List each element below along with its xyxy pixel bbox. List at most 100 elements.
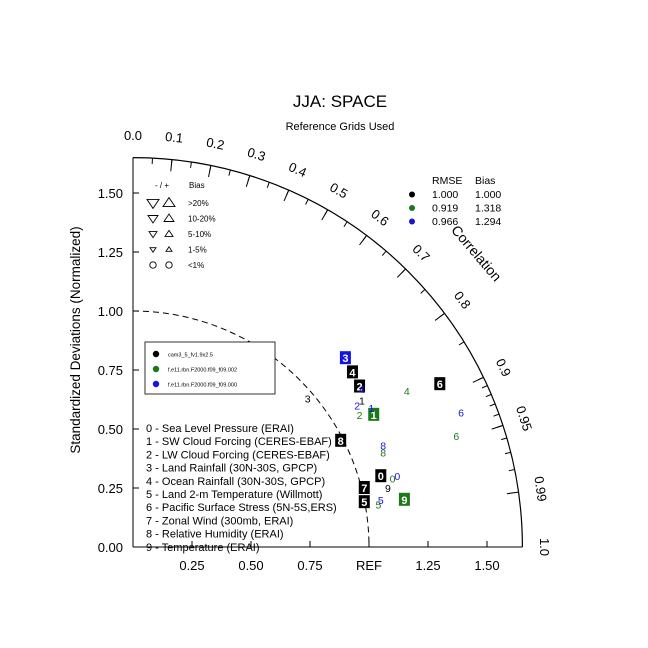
stats-row-dot bbox=[409, 205, 415, 211]
data-point-label: 1 bbox=[359, 396, 365, 408]
data-point-label: 5 bbox=[378, 495, 384, 507]
x-tick-label: 0.50 bbox=[238, 558, 263, 573]
data-point-label: 4 bbox=[404, 386, 410, 398]
bias-legend-header: - / + bbox=[155, 181, 169, 190]
chart-subtitle: Reference Grids Used bbox=[286, 121, 395, 133]
case-legend-label: cam3_5_fv1.9x2.5 bbox=[168, 353, 213, 359]
variable-legend-item: 3 - Land Rainfall (30N-30S, GPCP) bbox=[146, 463, 317, 475]
case-legend-dot bbox=[152, 380, 160, 388]
correlation-minor-tick bbox=[501, 437, 507, 441]
data-point-label: 8 bbox=[338, 436, 344, 448]
correlation-tick-label: 0.3 bbox=[246, 144, 268, 164]
correlation-tick-label: 1.0 bbox=[537, 538, 552, 556]
data-point-label: 8 bbox=[380, 448, 386, 460]
y-tick-label: 0.50 bbox=[98, 422, 123, 437]
y-axis-label: Standardized Deviations (Normalized) bbox=[68, 226, 83, 453]
data-point-label: 6 bbox=[437, 379, 443, 391]
data-point-label: 5 bbox=[376, 500, 382, 512]
point-box bbox=[358, 495, 370, 509]
correlation-tick bbox=[208, 165, 212, 178]
bias-legend-row-label: <1% bbox=[188, 261, 204, 270]
stats-row-rmse: 0.919 bbox=[432, 203, 458, 215]
correlation-minor-tick bbox=[504, 451, 511, 455]
correlation-tick-label: 0.7 bbox=[409, 241, 432, 264]
x-tick-label: 0.25 bbox=[179, 558, 204, 573]
data-point-label: 5 bbox=[361, 497, 367, 509]
correlation-minor-tick bbox=[305, 199, 309, 205]
variable-legend-item: 9 - Temperature (ERAI) bbox=[146, 542, 260, 554]
data-point-label: 1 bbox=[371, 410, 377, 422]
point-box bbox=[354, 379, 366, 393]
stats-header-rmse: RMSE bbox=[432, 175, 462, 187]
correlation-tick-label: 0.95 bbox=[513, 404, 535, 433]
data-point-label: 0 bbox=[390, 474, 396, 486]
data-point-label: 1 bbox=[368, 403, 374, 415]
stats-row-bias: 1.294 bbox=[475, 216, 501, 228]
y-tick-label: 0.25 bbox=[98, 481, 123, 496]
correlation-tick bbox=[359, 235, 368, 246]
bias-legend-row-label: 10-20% bbox=[188, 215, 216, 224]
case-legend-dot bbox=[152, 350, 160, 358]
correlation-tick-label: 0.9 bbox=[493, 356, 514, 379]
correlation-tick bbox=[245, 175, 251, 187]
x-tick-label: 0.75 bbox=[297, 558, 322, 573]
data-point-label: 0 bbox=[394, 471, 400, 483]
outer-arc bbox=[132, 157, 523, 548]
data-point-label: 7 bbox=[361, 483, 367, 495]
bias-legend-up-triangle bbox=[163, 213, 175, 222]
bias-legend-row-label: >20% bbox=[188, 199, 209, 208]
correlation-axis-title: Correlation bbox=[448, 222, 505, 284]
point-box bbox=[398, 492, 410, 506]
correlation-minor-tick bbox=[493, 413, 500, 417]
variable-legend-item: 6 - Pacific Surface Stress (5N-5S,ERS) bbox=[146, 502, 337, 514]
y-tick-label: 1.25 bbox=[98, 245, 123, 260]
correlation-minor-tick bbox=[489, 403, 496, 407]
bias-legend-header: Bias bbox=[189, 181, 205, 190]
variable-legend-item: 1 - SW Cloud Forcing (CERES-EBAF) bbox=[146, 436, 332, 448]
data-point-label: 9 bbox=[401, 495, 407, 507]
bias-legend-down-triangle bbox=[149, 247, 157, 254]
x-tick-label: 1.50 bbox=[474, 558, 499, 573]
data-point-label: 8 bbox=[380, 441, 386, 453]
correlation-tick-label: 0.6 bbox=[368, 206, 391, 229]
y-tick-label: 0.75 bbox=[98, 363, 123, 378]
data-point-label: 3 bbox=[305, 393, 311, 405]
point-box bbox=[358, 481, 370, 494]
variable-legend-item: 5 - Land 2-m Temperature (Willmott) bbox=[146, 489, 322, 501]
variable-legend-item: 8 - Relative Humidity (ERAI) bbox=[146, 529, 284, 541]
point-box bbox=[375, 469, 387, 483]
bias-legend-circle bbox=[165, 261, 173, 269]
bias-legend-row-label: 1-5% bbox=[188, 246, 207, 255]
correlation-minor-tick bbox=[481, 385, 488, 389]
variable-legend-item: 0 - Sea Level Pressure (ERAI) bbox=[146, 423, 294, 435]
data-point-label: 4 bbox=[349, 367, 356, 379]
correlation-tick bbox=[506, 491, 519, 495]
reference-arc bbox=[132, 310, 370, 548]
stats-row-rmse: 0.966 bbox=[432, 216, 458, 228]
correlation-minor-tick bbox=[508, 469, 515, 472]
variable-legend-item: 2 - LW Cloud Forcing (CERES-EBAF) bbox=[146, 449, 330, 461]
bias-legend-up-triangle bbox=[162, 196, 176, 208]
y-tick-label: 1.50 bbox=[98, 186, 123, 201]
correlation-tick-label: 0.2 bbox=[205, 134, 226, 152]
data-point-label: 3 bbox=[342, 353, 348, 365]
correlation-tick-label: 0.0 bbox=[124, 128, 142, 143]
data-point-label: 6 bbox=[458, 407, 464, 419]
correlation-tick-label: 0.1 bbox=[164, 129, 183, 146]
correlation-minor-tick bbox=[458, 341, 465, 346]
bias-legend-row-label: 5-10% bbox=[188, 230, 211, 239]
stats-row-dot bbox=[409, 218, 415, 225]
bias-legend-down-triangle bbox=[146, 198, 160, 210]
stats-row-bias: 1.318 bbox=[475, 203, 501, 215]
data-point-label: 4 bbox=[359, 384, 365, 396]
correlation-minor-tick bbox=[190, 161, 192, 168]
bias-legend-up-triangle bbox=[164, 229, 174, 237]
case-legend-label: f.e11.rbn.F2000.f09_f09.002 bbox=[168, 368, 237, 374]
case-legend-box bbox=[144, 341, 276, 395]
variable-legend-item: 7 - Zonal Wind (300mb, ERAI) bbox=[146, 515, 293, 527]
correlation-tick-label: 0.99 bbox=[531, 475, 549, 502]
correlation-tick-label: 0.4 bbox=[286, 159, 309, 180]
correlation-minor-tick bbox=[266, 182, 270, 188]
point-box bbox=[434, 377, 446, 391]
